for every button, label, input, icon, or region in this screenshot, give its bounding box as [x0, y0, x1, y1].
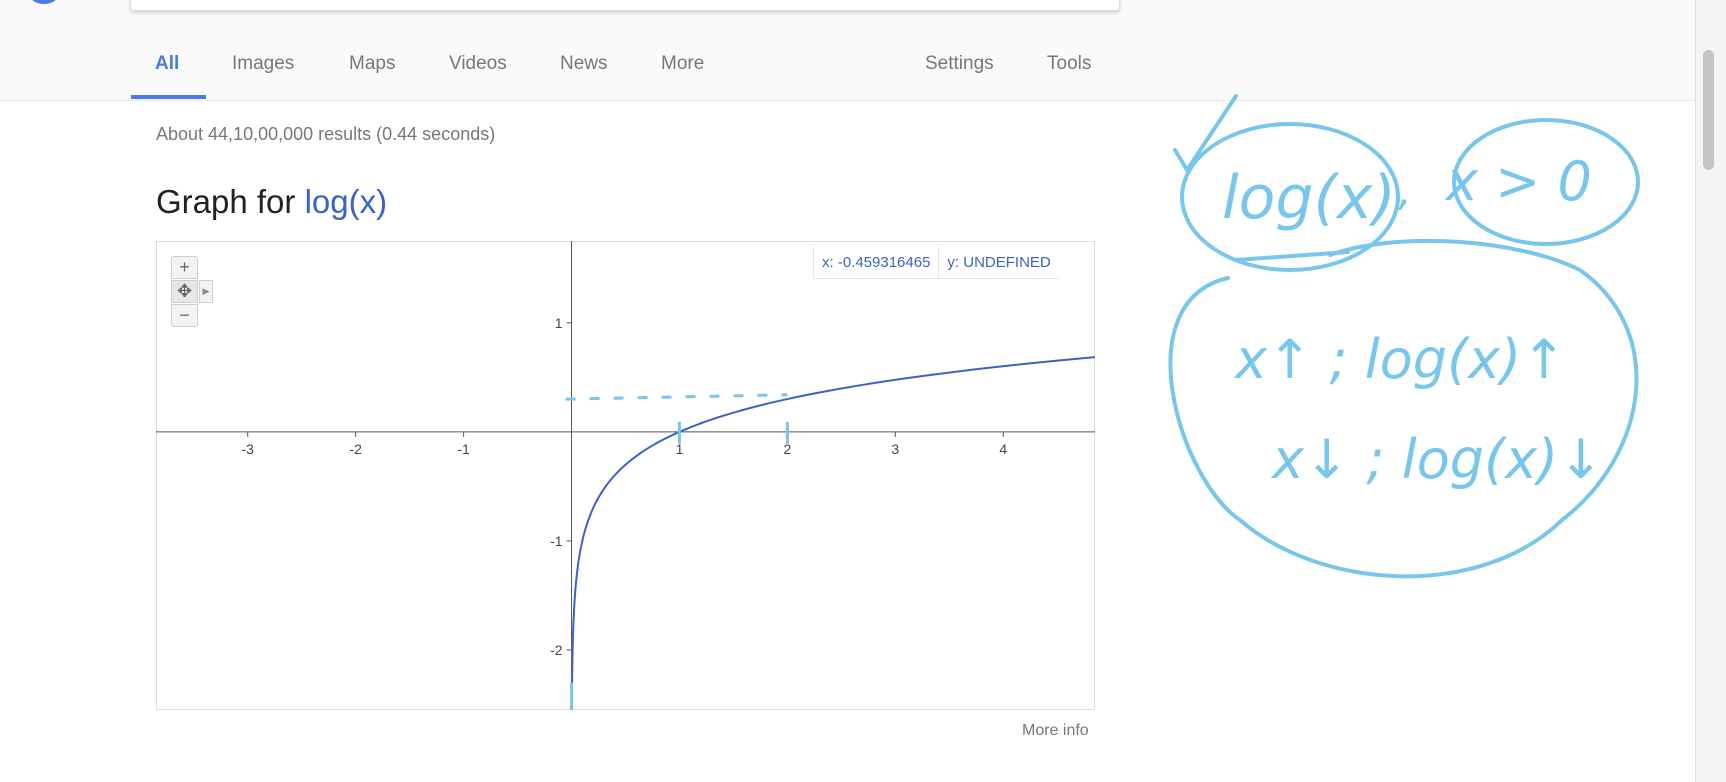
circle-condition: [1452, 118, 1640, 246]
zoom-out-button[interactable]: −: [171, 304, 198, 327]
pan-icon[interactable]: ✥: [171, 280, 198, 303]
result-stats: About 44,10,00,000 results (0.44 seconds…: [156, 124, 496, 144]
chevron-right-icon[interactable]: ▶: [199, 280, 213, 303]
function-curve: [570, 356, 1095, 710]
graph-title-prefix: Graph for: [156, 183, 305, 220]
annotation-line1: x↑ ; log(x)↑: [1233, 328, 1566, 391]
graph-title: Graph for log(x): [156, 183, 387, 221]
underline-log: [1234, 250, 1350, 262]
annotation-log: log(x): [1222, 163, 1396, 233]
annotation-comma: ,: [1398, 165, 1412, 216]
readout-y: y: UNDEFINED: [938, 247, 1059, 279]
active-tab-indicator: [131, 95, 206, 99]
annotation-condition: x > 0: [1444, 150, 1592, 213]
x-tick-label: 1: [676, 441, 684, 457]
graph-plot[interactable]: -3 -2 -1 1 2 3 4 1 -1 -2: [156, 241, 1095, 710]
scrollbar-thumb[interactable]: [1703, 50, 1714, 170]
search-input[interactable]: [130, 0, 1120, 11]
big-circle-stroke: [1168, 238, 1639, 579]
zoom-controls: + ✥ ▶ −: [171, 256, 217, 336]
annotation-line2: x↓ ; log(x)↓: [1270, 428, 1603, 491]
more-info-link[interactable]: More info: [1022, 722, 1089, 739]
header-background: [0, 0, 1695, 101]
tab-tools[interactable]: Tools: [1047, 53, 1092, 74]
x-tick-label: -1: [457, 441, 470, 457]
search-nav-bar: All Images Maps Videos News More Setting…: [0, 0, 1695, 100]
tab-news[interactable]: News: [560, 53, 608, 74]
x-tick-label: 2: [783, 441, 791, 457]
graph-title-function[interactable]: log(x): [304, 183, 388, 220]
y-tick-label: -2: [550, 642, 563, 658]
x-tick-label: -3: [242, 441, 255, 457]
graph-panel[interactable]: [156, 241, 1095, 710]
tab-more[interactable]: More: [661, 53, 705, 74]
y-tick-label: -1: [550, 533, 563, 549]
checkmark-stroke: [1173, 94, 1238, 172]
y-tick-label: 1: [555, 315, 563, 331]
coordinate-readout: x: -0.459316465 y: UNDEFINED: [813, 247, 1059, 279]
tab-all[interactable]: All: [155, 53, 180, 74]
tab-videos[interactable]: Videos: [449, 53, 507, 74]
annotation-dashed-line: [565, 393, 788, 401]
readout-x: x: -0.459316465: [813, 247, 939, 279]
tab-settings[interactable]: Settings: [925, 53, 994, 74]
tab-maps[interactable]: Maps: [349, 53, 396, 74]
x-tick-label: 4: [999, 441, 1007, 457]
zoom-in-button[interactable]: +: [171, 256, 198, 279]
circle-log: [1180, 122, 1400, 272]
x-tick-label: 3: [891, 441, 899, 457]
tab-images[interactable]: Images: [232, 53, 295, 74]
x-tick-label: -2: [349, 441, 362, 457]
